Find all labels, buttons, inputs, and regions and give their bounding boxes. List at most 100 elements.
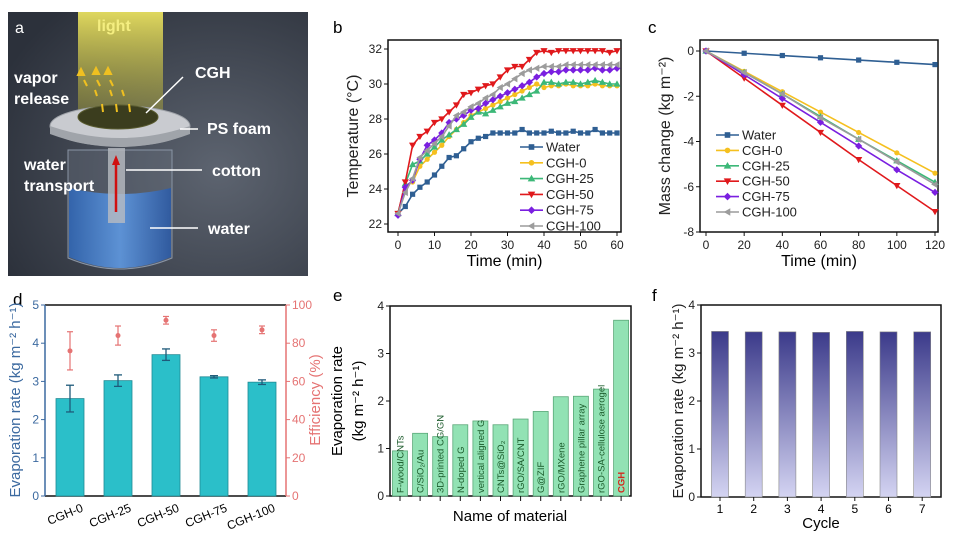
panel-a-schematic: a light vapor release CGH PS foam water …	[8, 12, 308, 276]
marker-triangle-up	[525, 90, 533, 98]
marker-triangle-down	[489, 81, 497, 88]
marker-triangle-left	[569, 61, 576, 69]
marker-triangle-down	[555, 48, 563, 55]
marker-circle	[541, 84, 547, 91]
y-tick-label: 3	[377, 347, 384, 361]
bar-label: Graphene pillar array	[576, 404, 587, 493]
marker-triangle-down	[816, 129, 825, 137]
marker-square	[534, 130, 540, 136]
y-tick-label: 28	[369, 112, 383, 126]
y-tick-label: 2	[377, 394, 384, 408]
panel-label-d: d	[13, 290, 22, 309]
cgh-disk	[77, 104, 159, 130]
legend-item: CGH-50	[716, 174, 790, 189]
series-Water	[395, 126, 620, 217]
y-tick-label: 40	[292, 413, 306, 427]
marker-triangle-down	[416, 133, 424, 141]
x-axis-label: Time (min)	[781, 253, 857, 270]
marker-square	[453, 153, 459, 159]
bar-label: F-wood/CNTs	[396, 435, 407, 493]
marker-circle	[894, 150, 900, 156]
chart-c: c 0 20 40 60 80 100 120 0 -2 -4 -6 -8 Time (min) Mass …	[648, 18, 945, 270]
marker-diamond	[511, 85, 519, 93]
x-tick-label: 4	[818, 502, 825, 516]
bar	[812, 332, 830, 498]
marker-triangle-down	[584, 48, 592, 55]
marker-triangle-down	[931, 209, 939, 216]
marker-square	[817, 55, 824, 61]
marker-triangle-down	[438, 116, 446, 123]
bar-label: CGH	[617, 472, 628, 493]
marker-diamond	[401, 183, 409, 191]
marker-triangle-down	[740, 75, 748, 82]
y-tick-label: 0	[687, 44, 694, 58]
marker-diamond	[584, 66, 592, 74]
panel-label-a: a	[15, 20, 24, 37]
marker-triangle-left	[474, 99, 481, 107]
x-tick-label: CGH-75	[183, 501, 229, 531]
marker-square	[592, 126, 598, 133]
marker-triangle-down	[855, 157, 863, 164]
error-bar	[162, 348, 170, 362]
marker-square	[410, 191, 416, 197]
marker-circle	[439, 142, 445, 148]
bar	[913, 331, 932, 498]
efficiency-marker	[259, 327, 265, 333]
legend-label: CGH-0	[742, 143, 782, 158]
bar	[744, 331, 763, 498]
leader-lines	[126, 76, 202, 229]
series-CGH-0	[703, 48, 938, 176]
chart-b: b 0 10 20 30 40 50 60 22 24 26 28 30 32 Time (min) Temp…	[333, 18, 624, 270]
legend-item: CGH-0	[520, 155, 586, 170]
x-tick-label: 2	[750, 502, 757, 516]
marker-triangle-down	[496, 74, 504, 81]
marker-diamond	[562, 66, 570, 74]
marker-square	[490, 130, 496, 136]
legend-label: CGH-100	[742, 205, 797, 220]
x-tick-label: 0	[395, 238, 402, 252]
label-cgh: CGH	[195, 65, 231, 82]
marker-triangle-down	[893, 183, 901, 190]
marker-triangle-up	[460, 120, 468, 127]
label-ps-foam: PS foam	[207, 121, 271, 138]
series-CGH-100	[702, 47, 938, 189]
marker-triangle-down	[525, 56, 533, 64]
marker-triangle-down	[569, 48, 577, 55]
marker-circle	[431, 149, 438, 155]
marker-triangle-left	[496, 83, 503, 92]
y-tick-label: 3	[688, 346, 695, 360]
x-tick-label: 20	[464, 238, 478, 252]
marker-square	[563, 130, 569, 136]
marker-diamond	[855, 142, 863, 150]
marker-triangle-up	[409, 160, 417, 168]
x-tick-label: CGH-100	[225, 501, 278, 533]
plot-frame	[699, 39, 939, 233]
marker-diamond	[452, 115, 460, 123]
marker-triangle-left	[584, 61, 591, 69]
marker-diamond	[613, 64, 621, 72]
marker-triangle-down	[423, 128, 431, 135]
marker-square	[475, 135, 481, 141]
marker-triangle-left	[555, 62, 562, 71]
marker-square	[741, 50, 747, 56]
marker-diamond	[482, 99, 490, 107]
marker-square	[556, 130, 562, 136]
legend-label: Water	[546, 140, 581, 155]
marker-triangle-left	[540, 62, 547, 71]
marker-triangle-down	[606, 49, 614, 57]
marker-triangle-left	[606, 61, 613, 69]
marker-triangle-up	[489, 106, 497, 113]
legend-item: CGH-75	[716, 189, 790, 204]
bar	[845, 331, 864, 498]
marker-square	[504, 130, 511, 136]
marker-square	[724, 132, 731, 138]
y-tick-label: 0	[377, 489, 384, 503]
marker-square	[585, 130, 591, 136]
marker-diamond	[598, 66, 606, 74]
x-tick-label: CGH-25	[87, 501, 133, 531]
marker-triangle-left	[931, 180, 938, 189]
marker-circle	[483, 105, 489, 112]
marker-square	[548, 128, 554, 134]
marker-diamond	[496, 92, 504, 100]
legend-item: CGH-75	[520, 203, 594, 218]
